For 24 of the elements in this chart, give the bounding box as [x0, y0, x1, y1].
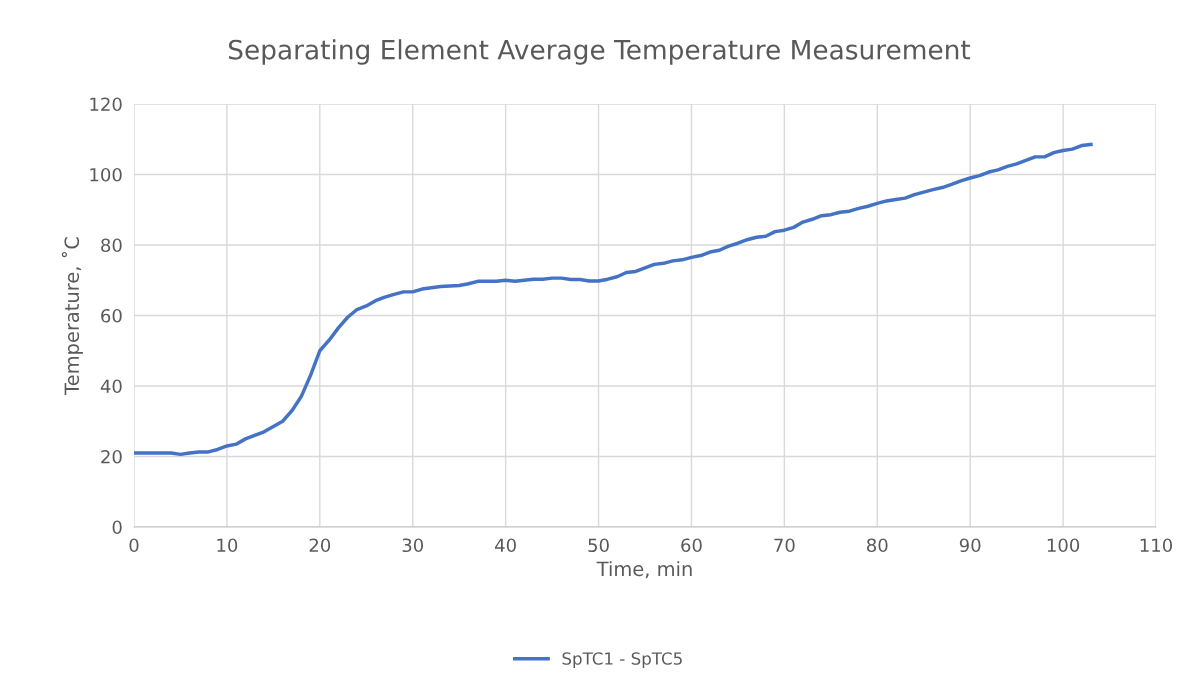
y-tick-label: 120	[90, 97, 122, 112]
x-tick-label: 110	[1140, 538, 1173, 553]
x-tick-label: 60	[681, 538, 702, 553]
x-tick-label: 100	[1047, 538, 1080, 553]
x-tick-label: 10	[217, 538, 238, 553]
x-tick-label: 90	[959, 538, 981, 553]
x-tick-label: 80	[867, 538, 888, 553]
x-axis-title: Time, min	[596, 561, 692, 579]
y-tick-label: 80	[101, 238, 122, 253]
chart-title: Separating Element Average Temperature Measurement	[228, 39, 971, 65]
y-tick-label: 0	[112, 520, 122, 535]
y-tick-label: 60	[101, 308, 122, 323]
x-tick-label: 0	[129, 538, 139, 553]
x-tick-label: 70	[774, 538, 795, 553]
x-tick-label: 50	[588, 538, 609, 553]
y-tick-label: 20	[101, 449, 122, 464]
y-tick-label: 100	[90, 167, 122, 182]
line-series	[134, 142, 1093, 457]
y-axis-title: Temperature, ˚C	[61, 237, 83, 395]
x-tick-label: 20	[309, 538, 331, 553]
x-tick-label: 40	[495, 538, 516, 553]
y-tick-label: 40	[100, 379, 122, 394]
legend-label: SpTC1 - SpTC5	[562, 652, 682, 669]
x-tick-label: 30	[402, 538, 424, 553]
